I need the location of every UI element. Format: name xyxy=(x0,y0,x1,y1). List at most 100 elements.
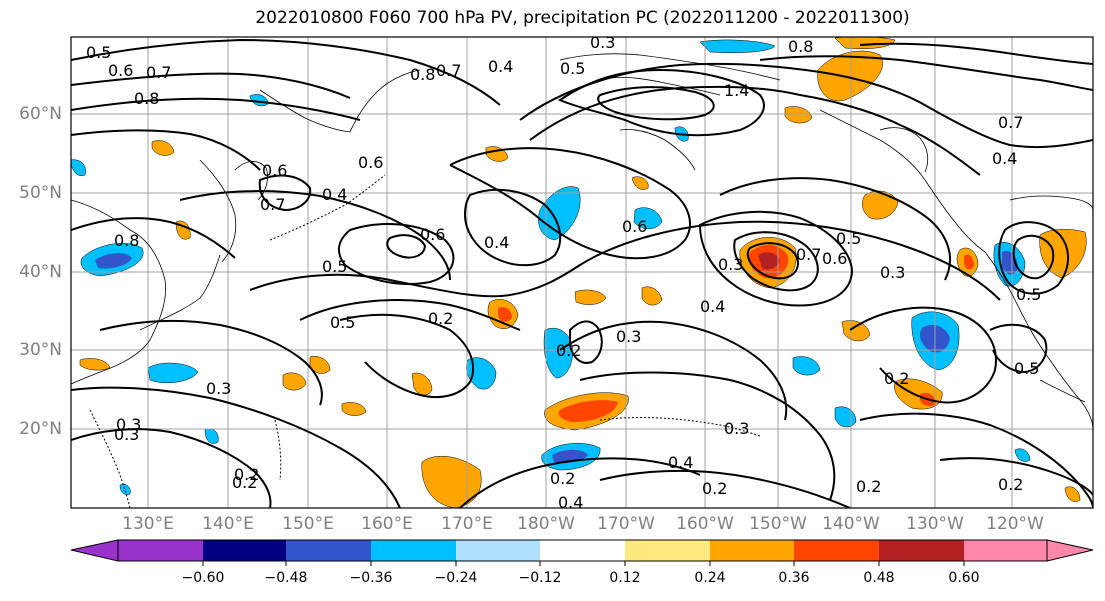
contour-label: 0.7 xyxy=(998,113,1023,132)
contour-label: 0.4 xyxy=(484,233,509,252)
shade-pos-7 xyxy=(1039,229,1087,279)
shade-pos-24 xyxy=(834,37,896,49)
contour-label: 0.8 xyxy=(134,89,159,108)
lon-label: 170°E xyxy=(441,514,493,534)
contour-label: 0.4 xyxy=(992,149,1017,168)
contour-label: 0.4 xyxy=(488,57,513,76)
contour-label: 0.5 xyxy=(322,257,347,276)
lat-label: 40°N xyxy=(19,262,62,282)
contour-label: 0.4 xyxy=(322,185,347,204)
lon-label: 120°W xyxy=(986,514,1044,534)
dashed-borders xyxy=(89,174,761,508)
colorbar-tick-label: 0.60 xyxy=(948,570,980,586)
colorbar-tick-label: 0.36 xyxy=(778,570,810,586)
contour-label: 0.3 xyxy=(724,419,749,438)
shade-pos-15 xyxy=(841,320,871,342)
lat-label: 30°N xyxy=(19,340,62,360)
contour-label: 0.2 xyxy=(234,465,259,484)
contour-label: 0.8 xyxy=(114,231,139,250)
contour-label: 0.2 xyxy=(884,369,909,388)
colorbar-tick-label: −0.60 xyxy=(181,570,225,586)
lat-label: 20°N xyxy=(19,419,62,439)
lat-label: 60°N xyxy=(19,104,62,124)
lon-label: 140°E xyxy=(202,514,254,534)
contour-label: 0.4 xyxy=(700,297,725,316)
lon-label: 150°E xyxy=(282,514,334,534)
lon-label: 130°E xyxy=(122,514,174,534)
colorbar-tick-label: −0.12 xyxy=(518,570,562,586)
shade-neg-10 xyxy=(633,207,663,229)
contour-label: 1.4 xyxy=(724,81,749,100)
colorbar xyxy=(70,539,1094,566)
shade-pos-2b xyxy=(558,400,618,422)
lon-label: 180°W xyxy=(517,514,575,534)
lon-label: 160°W xyxy=(676,514,734,534)
colorbar-frame xyxy=(117,539,1048,562)
contour-label: 0.3 xyxy=(880,263,905,282)
colorbar-extend-low xyxy=(70,539,119,562)
shade-pos-11 xyxy=(411,372,433,396)
shade-neg-9 xyxy=(699,39,776,53)
colorbar-segment xyxy=(964,540,1047,561)
contour-label: 0.5 xyxy=(86,43,111,62)
colorbar-tick-label: −0.36 xyxy=(349,570,393,586)
lon-label: 160°E xyxy=(361,514,413,534)
shade-pos-8b xyxy=(964,254,974,270)
shade-neg-18 xyxy=(1014,448,1031,462)
colorbar-segment xyxy=(203,540,286,561)
contour-label: 0.3 xyxy=(718,255,743,274)
shade-neg-1b xyxy=(95,252,132,269)
shade-pos-6 xyxy=(862,190,899,220)
contour-label: 0.2 xyxy=(428,309,453,328)
map-title: 2022010800 F060 700 hPa PV, precipitatio… xyxy=(255,8,910,28)
contour-label: 0.3 xyxy=(116,415,141,434)
contour-label: 0.4 xyxy=(668,453,693,472)
colorbar-segment xyxy=(794,540,879,561)
colorbar-extend-high xyxy=(1046,539,1094,562)
shade-pos-14 xyxy=(341,402,367,416)
shade-pos-18 xyxy=(151,140,175,156)
contour-label: 0.5 xyxy=(1014,359,1039,378)
contour-label: 0.5 xyxy=(836,229,861,248)
contour-label: 0.3 xyxy=(590,33,615,52)
colorbar-segment xyxy=(286,540,371,561)
colorbar-segment xyxy=(118,540,203,561)
shade-pos-9 xyxy=(574,289,607,305)
contour-label: 0.6 xyxy=(262,161,287,180)
lon-label: 130°W xyxy=(906,514,964,534)
colorbar-segment xyxy=(540,540,625,561)
contour-label: 0.3 xyxy=(114,425,139,444)
contour-label: 0.3 xyxy=(616,327,641,346)
lon-label: 150°W xyxy=(749,514,807,534)
shade-pos-3 xyxy=(817,50,883,102)
pv-contours xyxy=(71,38,1093,508)
contour-label: 0.7 xyxy=(796,245,821,264)
contour-label: 0.6 xyxy=(358,153,383,172)
contour-label: 0.6 xyxy=(622,217,647,236)
shade-pos-20 xyxy=(79,358,111,371)
colorbar-segment xyxy=(456,540,540,561)
shade-pos-12 xyxy=(282,372,307,391)
colorbar-segment xyxy=(371,540,456,561)
contour-label: 0.6 xyxy=(420,225,445,244)
shade-pos-4b xyxy=(498,307,512,322)
shade-neg-3 xyxy=(147,362,199,383)
contour-label: 0.2 xyxy=(856,477,881,496)
contour-label: 0.2 xyxy=(998,475,1023,494)
shade-neg-14 xyxy=(834,406,857,428)
contour-label: 0.5 xyxy=(560,59,585,78)
contour-label: 0.7 xyxy=(436,61,461,80)
colorbar-tick-label: 0.24 xyxy=(694,570,726,586)
shade-neg-15 xyxy=(204,428,219,444)
contour-label: 0.2 xyxy=(232,473,257,492)
shade-pos-23 xyxy=(1064,486,1081,502)
contour-label: 0.8 xyxy=(410,65,435,84)
contour-label: 0.6 xyxy=(822,249,847,268)
contour-label: 0.4 xyxy=(558,493,583,512)
colorbar-segment xyxy=(625,540,710,561)
shade-pos-5 xyxy=(421,456,482,508)
contour-label: 0.5 xyxy=(1016,285,1041,304)
contour-label: 0.7 xyxy=(260,195,285,214)
lat-label: 50°N xyxy=(19,183,62,203)
